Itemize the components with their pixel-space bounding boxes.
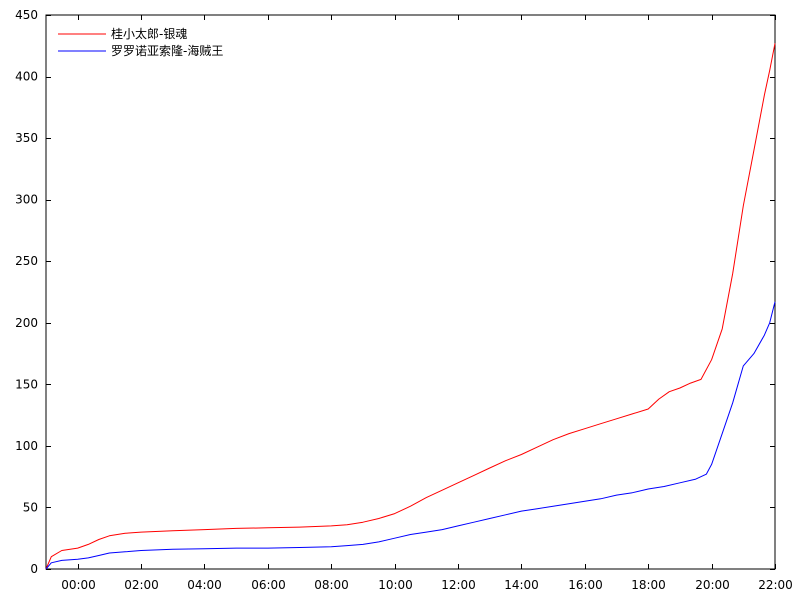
y-tick-label: 100 — [15, 439, 38, 453]
x-tick-label: 10:00 — [378, 578, 413, 592]
y-tick-label: 50 — [23, 500, 38, 514]
legend-label: 罗罗诺亚索隆-海贼王 — [111, 43, 223, 58]
y-tick-label: 0 — [30, 562, 38, 576]
x-tick-label: 04:00 — [187, 578, 222, 592]
y-tick-label: 250 — [15, 254, 38, 268]
y-tick-label: 350 — [15, 131, 38, 145]
x-tick-label: 08:00 — [314, 578, 349, 592]
x-axis: 00:00 02:00 04:00 06:00 08:00 10:00 12:00 14:00… — [61, 15, 793, 592]
x-tick-label: 12:00 — [441, 578, 476, 592]
x-tick-label: 18:00 — [631, 578, 666, 592]
series-line-1 — [45, 43, 776, 570]
y-axis: 0 50 100 150 200 250 300 350 400 450 — [15, 8, 775, 576]
y-tick-label: 400 — [15, 70, 38, 84]
x-tick-label: 20:00 — [695, 578, 730, 592]
x-tick-label: 00:00 — [61, 578, 96, 592]
x-tick-label: 06:00 — [251, 578, 286, 592]
legend-label: 桂小太郎-银魂 — [111, 26, 187, 41]
plot-border — [45, 14, 776, 570]
x-tick-label: 22:00 — [758, 578, 793, 592]
y-tick-label: 300 — [15, 193, 38, 207]
series-lines — [45, 43, 776, 570]
x-tick-label: 14:00 — [504, 578, 539, 592]
x-tick-label: 16:00 — [568, 578, 603, 592]
y-tick-label: 150 — [15, 377, 38, 391]
x-tick-label: 02:00 — [124, 578, 159, 592]
y-tick-label: 450 — [15, 8, 38, 22]
series-line-2 — [45, 301, 776, 570]
plot-frame — [45, 14, 776, 570]
y-tick-label: 200 — [15, 316, 38, 330]
